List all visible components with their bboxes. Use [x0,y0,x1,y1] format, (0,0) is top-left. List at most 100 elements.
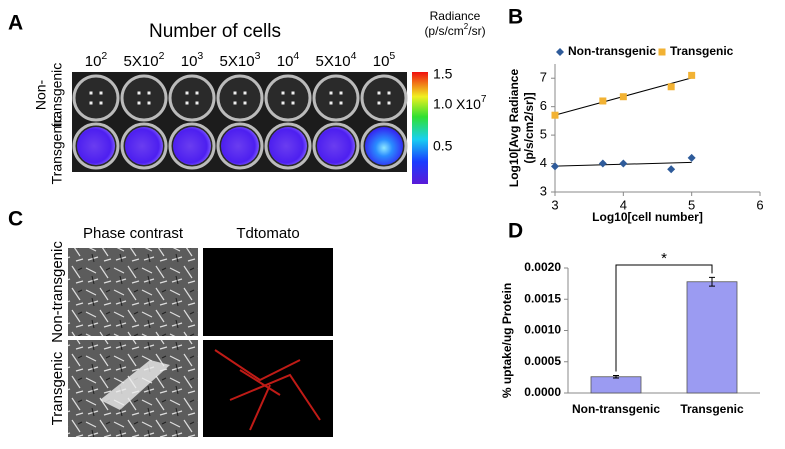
colorbar-tick: 1.5 [433,66,453,82]
bar [590,376,642,394]
point [599,97,607,105]
well-spot [89,91,93,95]
x-tick-label: Transgenic [680,402,744,416]
well-ring [72,74,120,122]
base-text: X10 [456,96,481,112]
row-label: Non- [33,79,49,110]
y-axis-label: (p/s/cm2/sr)] [522,92,536,163]
legend-marker [658,48,666,56]
well-spot [377,101,381,105]
y-tick-label: 0.0010 [524,323,561,337]
y-tick-label: 5 [540,127,547,142]
well-spot [339,101,343,105]
point [667,165,676,174]
well-spot [99,91,103,95]
well-ring [216,74,264,122]
panel-label: B [508,6,523,29]
superscript: 5 [389,50,395,62]
point [687,153,696,162]
well-spot [243,91,247,95]
well-spot [99,101,103,105]
colorbar-multiplier: X107 [456,94,487,112]
column-header: Tdtomato [236,225,299,242]
well-spot [387,101,391,105]
well-spot [329,91,333,95]
well-spot [185,91,189,95]
y-axis-label: Log10[Avg Radiance [507,69,521,188]
well-signal [269,127,307,165]
micrograph-fluor [203,248,333,336]
y-tick-label: 3 [540,183,547,198]
legend-label: Transgenic [670,44,734,58]
well-spot [281,91,285,95]
error-bar [613,375,619,379]
superscript: 3 [197,50,203,62]
well-spot [147,101,151,105]
well-signal [173,127,211,165]
well-spot [233,91,237,95]
well-spot [329,101,333,105]
base-text: 10 [277,53,294,70]
well-spot [233,101,237,105]
base-text: 10 [85,53,102,70]
row-label: Transgenic [49,351,66,425]
well-signal [365,127,403,165]
legend-marker [556,48,564,56]
x-tick-label: 4 [620,197,627,212]
colorbar-tick: 0.5 [433,138,453,154]
base-text: 5X10 [124,53,159,70]
colorbar [412,72,428,184]
base-text: 5X10 [316,53,351,70]
well-spot [291,101,295,105]
well-ring [360,74,408,122]
column-label: 102 [85,50,108,70]
superscript: 3 [255,50,261,62]
point [619,93,627,101]
superscript: 2 [101,50,107,62]
column-label: 5X104 [316,50,357,70]
well-signal [317,127,355,165]
well-spot [185,101,189,105]
column-label: 5X103 [220,50,261,70]
column-label: 5X102 [124,50,165,70]
y-tick-label: 0.0015 [524,291,561,305]
well-spot [195,101,199,105]
unit-text: /sr) [468,24,485,38]
point [667,83,675,91]
column-label: 103 [181,50,204,70]
x-tick-label: Non-transgenic [572,402,660,416]
well-spot [195,91,199,95]
y-tick-label: 4 [540,155,547,170]
well-ring [264,74,312,122]
y-tick-label: 6 [540,98,547,113]
base-text: 10 [373,53,390,70]
well-spot [89,101,93,105]
column-label: 105 [373,50,396,70]
well-spot [339,91,343,95]
micrograph-phase [68,248,198,336]
bright-cell-cluster [100,360,170,410]
significance-bracket [615,264,713,372]
y-axis-label: % uptake/ug Protein [500,283,514,398]
bar [686,281,738,394]
well-spot [291,91,295,95]
colorbar-title: Radiance [430,9,481,23]
panel-label: A [8,12,23,35]
row-label: Non-transgenic [49,241,66,343]
row-label: transgenic [49,63,65,128]
well-signal [77,127,115,165]
superscript: 2 [159,50,165,62]
well-spot [243,101,247,105]
well-signal [125,127,163,165]
colorbar-tick: 1.0 [433,96,453,112]
panel-title: Number of cells [149,21,281,42]
column-header: Phase contrast [83,225,184,242]
fluor-signal [214,349,321,431]
column-label: 104 [277,50,300,70]
well-spot [387,91,391,95]
well-signal [221,127,259,165]
row-label: Transgenic [49,116,65,185]
